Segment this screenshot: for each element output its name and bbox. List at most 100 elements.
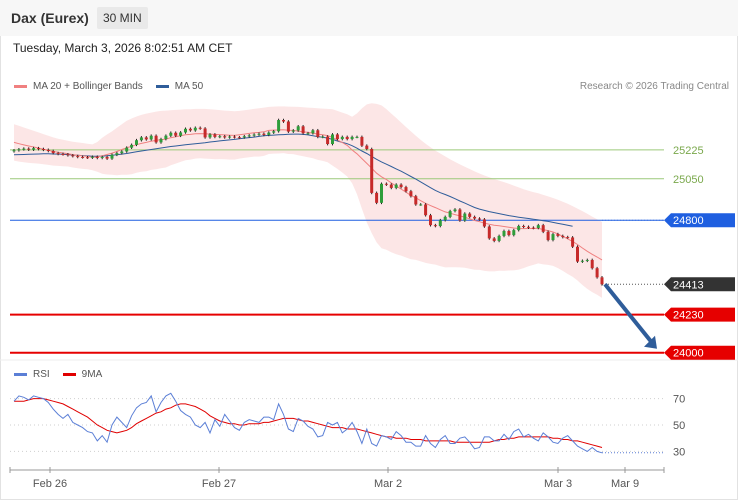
candle-body [453, 209, 457, 212]
candle-body [556, 234, 560, 236]
candle-body [331, 134, 334, 145]
x-tick-label: Mar 9 [611, 478, 639, 490]
candle-body [443, 216, 447, 221]
candle-body [458, 209, 462, 221]
candle-body [384, 183, 388, 185]
price-tag-24230 [664, 307, 735, 322]
candle-body [61, 153, 65, 155]
candle-body [233, 136, 236, 138]
candle-body [125, 147, 129, 152]
candle-body [399, 184, 403, 188]
candle-body [203, 128, 207, 138]
candle-body [144, 137, 148, 140]
candle-body [247, 135, 251, 137]
candle-body [370, 148, 374, 193]
candle-body [169, 132, 173, 136]
candle-body [541, 225, 545, 232]
rsi-tick-50: 50 [673, 420, 685, 432]
candle-body [561, 235, 565, 238]
rsi-tick-70: 70 [673, 394, 685, 406]
candle-body [507, 230, 511, 236]
candle-body [267, 132, 271, 135]
price-tag-label-24800: 24800 [673, 215, 704, 227]
candle-body [41, 148, 45, 150]
candle-body [174, 132, 178, 136]
candle-body [76, 156, 80, 158]
candle-body [66, 154, 70, 156]
candle-body [360, 136, 364, 146]
candle-body [340, 136, 344, 140]
candle-body [296, 126, 300, 131]
candle-body [149, 135, 153, 140]
candle-body [46, 149, 50, 151]
rsi-swatch [14, 373, 27, 376]
candle-body [576, 246, 579, 262]
candle-body [326, 136, 330, 145]
forecast-arrow-shaft [603, 283, 654, 344]
candle-body [198, 127, 202, 129]
candle-body [502, 230, 506, 236]
candle-body [22, 148, 26, 150]
candle-body [188, 128, 192, 131]
candle-body [335, 134, 339, 140]
candle-body [242, 136, 246, 138]
candle-body [120, 151, 124, 154]
candle-body [497, 235, 501, 241]
price-tag-label-24230: 24230 [673, 310, 704, 322]
candle-body [154, 135, 158, 143]
resistance-label-25050: 25050 [673, 174, 704, 186]
candle-body [350, 136, 354, 140]
candle-body [580, 260, 584, 262]
candle-body [51, 150, 55, 154]
candle-body [551, 234, 555, 241]
candle-body [184, 128, 187, 133]
price-tag-24000 [664, 345, 735, 360]
candle-body [517, 226, 521, 231]
candle-body [71, 155, 75, 157]
candle-body [32, 148, 36, 150]
timeframe-button[interactable]: 30 MIN [97, 7, 148, 29]
candle-body [17, 149, 21, 151]
bollinger-band [14, 103, 602, 298]
candle-body [380, 183, 383, 203]
forecast-arrow-head [644, 335, 657, 349]
candle-body [409, 191, 413, 197]
price-legend: MA 20 + Bollinger Bands MA 50 [14, 81, 216, 92]
candle-body [282, 120, 285, 122]
candle-body [585, 259, 589, 261]
candle-body [56, 153, 60, 155]
candle-body [438, 220, 442, 226]
candle-body [345, 136, 349, 140]
candle-body [478, 218, 481, 220]
candle-body [208, 134, 212, 138]
legend-item-rsi: RSI [14, 369, 50, 380]
candle-body [365, 145, 369, 149]
candle-body [193, 127, 197, 131]
candle-body [536, 225, 540, 228]
rsi-ma-line [14, 398, 603, 448]
candle-body [223, 136, 227, 138]
candle-body [228, 136, 232, 138]
candle-body [482, 219, 486, 227]
candle-body [95, 156, 99, 158]
candle-body [262, 133, 266, 135]
candle-body [277, 120, 281, 132]
candle-body [218, 136, 222, 138]
candle-body [237, 137, 241, 139]
candle-body [463, 213, 467, 221]
candle-body [375, 192, 379, 203]
candle-body [139, 137, 143, 141]
candle-body [286, 121, 290, 132]
candle-body [86, 157, 89, 159]
candle-body [316, 130, 320, 137]
price-tag-label-24413: 24413 [673, 279, 704, 291]
candle-body [595, 268, 599, 278]
candle-body [468, 213, 472, 217]
candle-body [164, 135, 168, 140]
timestamp: Tuesday, March 3, 2026 8:02:51 AM CET [13, 41, 233, 55]
candle-body [321, 136, 325, 138]
x-tick-label: Mar 2 [374, 478, 402, 490]
candle-body [424, 204, 428, 216]
instrument-title: Dax (Eurex) [11, 10, 89, 26]
